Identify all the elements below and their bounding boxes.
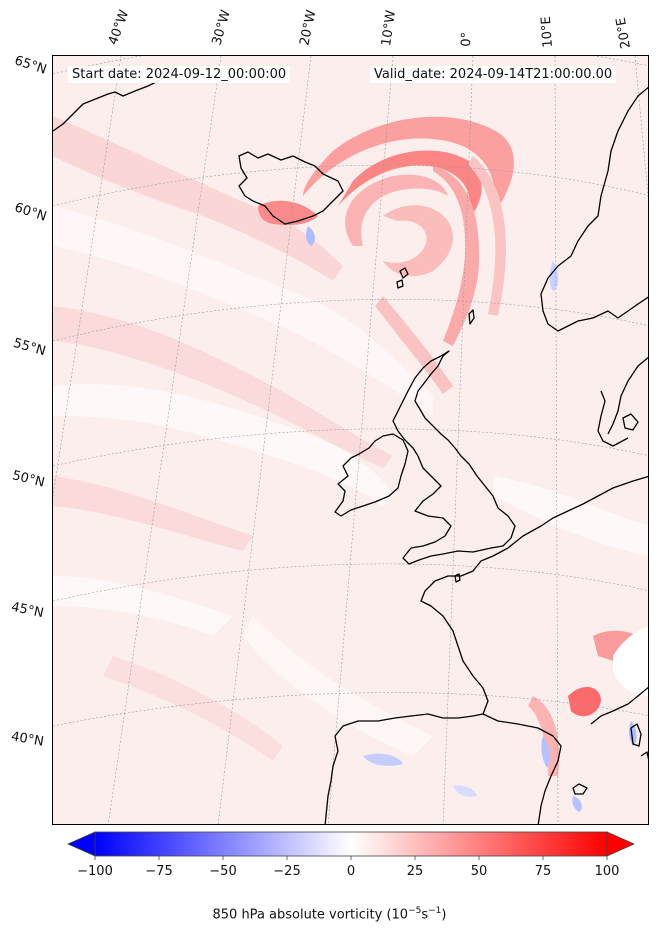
lon-label-10e: 10°E [538,15,556,49]
lat-label-55n: 55°N [11,335,48,360]
colorbar-title: 850 hPa absolute vorticity (10−5s−1) [0,906,659,922]
vorticity-field [53,56,648,824]
colorbar: −100 −75 −50 −25 0 25 50 75 100 850 hPa … [0,826,659,936]
lon-label-0: 0° [459,31,475,47]
lat-label-40n: 40°N [9,729,45,750]
colorbar-tick-label: −75 [145,864,173,879]
colorbar-title-end: ) [441,907,447,923]
colorbar-tick-label: −100 [77,864,113,879]
colorbar-tick-label: −50 [209,864,237,879]
colorbar-tick-label: 75 [534,864,552,879]
start-date-label: Start date: 2024-09-12_00:00:00 [68,66,291,83]
lon-label-30w: 30°W [209,8,234,48]
colorbar-tick-label: 0 [346,864,356,879]
lat-label-50n: 50°N [10,468,47,491]
colorbar-title-exp1: −5 [408,906,422,916]
lat-label-45n: 45°N [9,599,45,622]
colorbar-gradient [67,831,635,860]
map-panel [52,55,649,825]
colorbar-ticks [94,856,608,860]
colorbar-tick-label: 100 [594,864,620,879]
lon-label-10w: 10°W [379,9,399,47]
lon-label-20w: 20°W [297,8,320,47]
colorbar-tick-label: −25 [273,864,301,879]
colorbar-title-exp2: −1 [428,906,442,916]
colorbar-title-unit: s [421,907,429,923]
valid-date-label: Valid_date: 2024-09-14T21:00:00.00 [370,66,617,83]
colorbar-tick-label: 25 [406,864,424,879]
lon-label-40w: 40°W [105,8,133,47]
lat-label-60n: 60°N [12,200,49,225]
lat-label-65n: 65°N [12,53,49,78]
coastlines [53,67,648,824]
colorbar-title-text: 850 hPa absolute vorticity (10 [212,907,409,923]
lon-label-20e: 20°E [613,16,634,50]
colorbar-tick-label: 50 [470,864,488,879]
graticule [53,56,648,824]
